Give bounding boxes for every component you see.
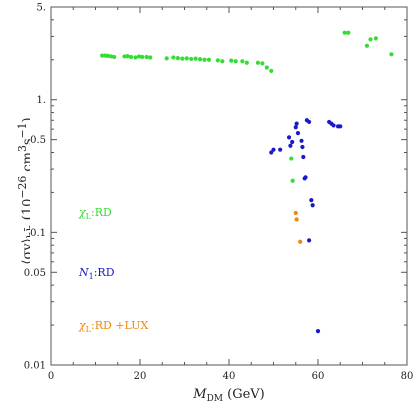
data-point xyxy=(215,58,220,63)
data-point xyxy=(342,30,347,35)
data-point xyxy=(202,57,207,62)
data-point xyxy=(364,43,370,48)
x-tick-label: 60 xyxy=(312,371,325,382)
data-point xyxy=(112,54,117,60)
data-point xyxy=(300,144,305,150)
data-point xyxy=(164,56,169,61)
data-point xyxy=(278,147,283,152)
x-axis-title: MDM (GeV) xyxy=(192,387,265,404)
y-tick-label: 5. xyxy=(36,3,46,14)
x-axis-ticks: 0 20 40 60 80 xyxy=(48,7,414,382)
data-point xyxy=(105,53,111,58)
data-point xyxy=(295,131,301,136)
data-point xyxy=(125,54,130,59)
data-point xyxy=(307,238,312,243)
y-axis-title: ⟨σv⟩bb̄ (10−26 cm3s−1) xyxy=(16,117,30,265)
data-point xyxy=(122,54,127,59)
data-point xyxy=(133,55,138,60)
legend: χL:RD N1:RD χL:RD +LUX xyxy=(78,206,148,334)
data-point xyxy=(260,61,265,66)
data-point xyxy=(315,329,321,334)
data-point xyxy=(299,138,304,143)
data-point xyxy=(189,56,194,62)
data-point xyxy=(301,154,306,160)
data-point xyxy=(286,135,292,140)
data-point xyxy=(346,30,351,35)
x-tick-label: 80 xyxy=(401,371,414,382)
data-point xyxy=(373,36,378,41)
x-axis-title-sub: DM xyxy=(207,394,223,404)
y-tick-label: 0.01 xyxy=(24,361,46,372)
data-point xyxy=(294,217,299,222)
data-point xyxy=(288,143,293,148)
data-point xyxy=(206,57,212,62)
data-point xyxy=(269,68,274,73)
x-axis-title-rest: (GeV) xyxy=(223,387,265,402)
y-tick-label: 0.5 xyxy=(30,135,46,146)
data-point xyxy=(289,156,294,161)
data-point xyxy=(180,56,185,61)
legend-n1-rd: N1:RD xyxy=(78,266,115,281)
data-point xyxy=(100,53,105,58)
data-point xyxy=(310,203,315,208)
data-point xyxy=(108,54,114,59)
data-point xyxy=(140,54,145,60)
y-tick-label: 0.05 xyxy=(24,268,46,279)
data-point xyxy=(171,55,176,60)
data-point xyxy=(244,60,249,65)
data-point xyxy=(233,59,238,64)
data-point xyxy=(338,124,343,129)
data-point xyxy=(331,123,336,128)
data-point xyxy=(293,125,298,130)
data-point xyxy=(148,55,153,60)
data-point xyxy=(175,55,180,61)
y-tick-label: 1. xyxy=(36,95,46,106)
data-point xyxy=(264,65,269,70)
data-point xyxy=(144,54,149,60)
y-axis-ticks: 0.01 0.05 0.1 0.5 1. 5. xyxy=(24,3,407,372)
data-point xyxy=(298,239,303,244)
data-point xyxy=(269,150,274,155)
data-point xyxy=(290,139,295,145)
data-point xyxy=(220,59,225,64)
data-point xyxy=(368,37,373,42)
data-point xyxy=(229,58,234,63)
data-point xyxy=(193,56,198,61)
data-point xyxy=(255,60,261,65)
data-point xyxy=(240,59,245,64)
data-point xyxy=(293,210,298,216)
data-point xyxy=(303,175,308,180)
x-tick-label: 0 xyxy=(48,371,54,382)
x-axis-title-main: M xyxy=(192,387,207,402)
data-points xyxy=(100,30,394,334)
data-point xyxy=(309,198,314,203)
x-tick-label: 40 xyxy=(223,371,236,382)
legend-chi-l-rd-lux: χL:RD +LUX xyxy=(78,319,148,334)
data-point xyxy=(271,147,276,152)
data-point xyxy=(197,57,203,62)
data-point xyxy=(290,178,295,183)
data-point xyxy=(129,54,134,60)
y-tick-label: 0.1 xyxy=(30,228,46,239)
data-point xyxy=(307,119,312,125)
legend-chi-l-rd: χL:RD xyxy=(78,206,112,221)
data-point xyxy=(184,56,189,61)
plot-frame xyxy=(50,6,408,366)
data-point xyxy=(294,121,299,126)
data-point xyxy=(389,52,394,57)
x-tick-label: 20 xyxy=(134,371,147,382)
data-point xyxy=(137,54,142,59)
